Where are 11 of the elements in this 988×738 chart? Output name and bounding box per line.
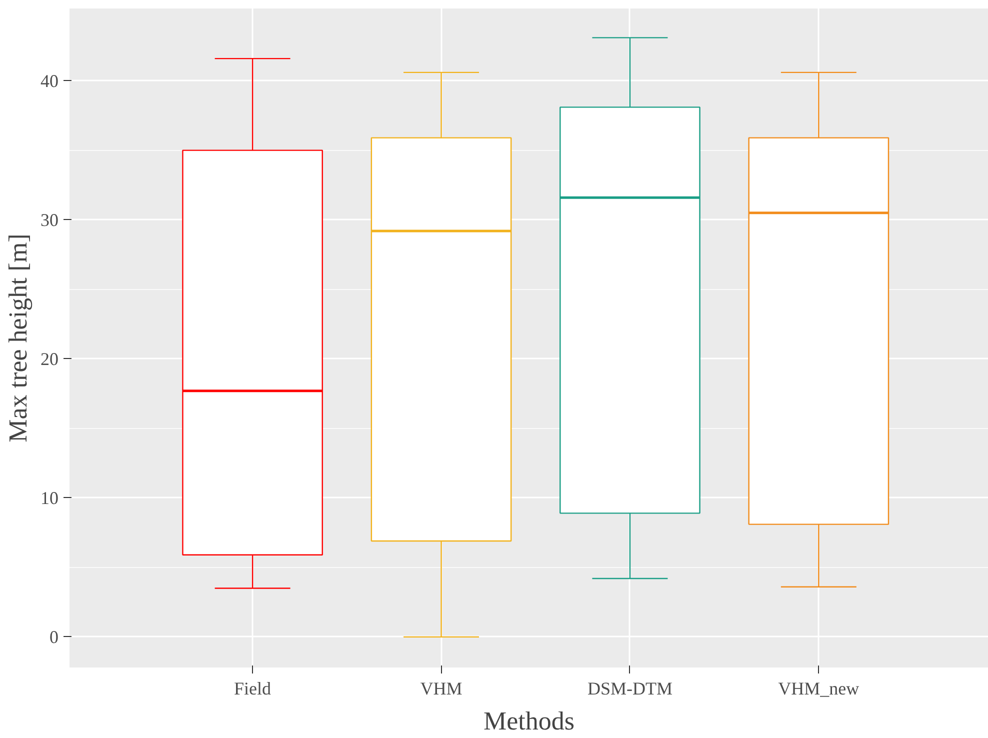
y-tick-label: 30 [40, 210, 58, 230]
y-tick-label: 40 [40, 70, 58, 91]
x-tick-label: DSM-DTM [587, 678, 672, 698]
y-tick-label: 10 [40, 488, 58, 508]
x-axis-title: Methods [484, 706, 574, 736]
x-tick-label: VHM [420, 678, 462, 698]
y-tick-label: 0 [50, 626, 58, 647]
x-tick-label: Field [234, 678, 272, 698]
y-axis-title: Max tree height [m] [4, 234, 32, 442]
x-tick-label: VHM_new [778, 678, 860, 698]
y-tick-label: 20 [40, 348, 58, 369]
